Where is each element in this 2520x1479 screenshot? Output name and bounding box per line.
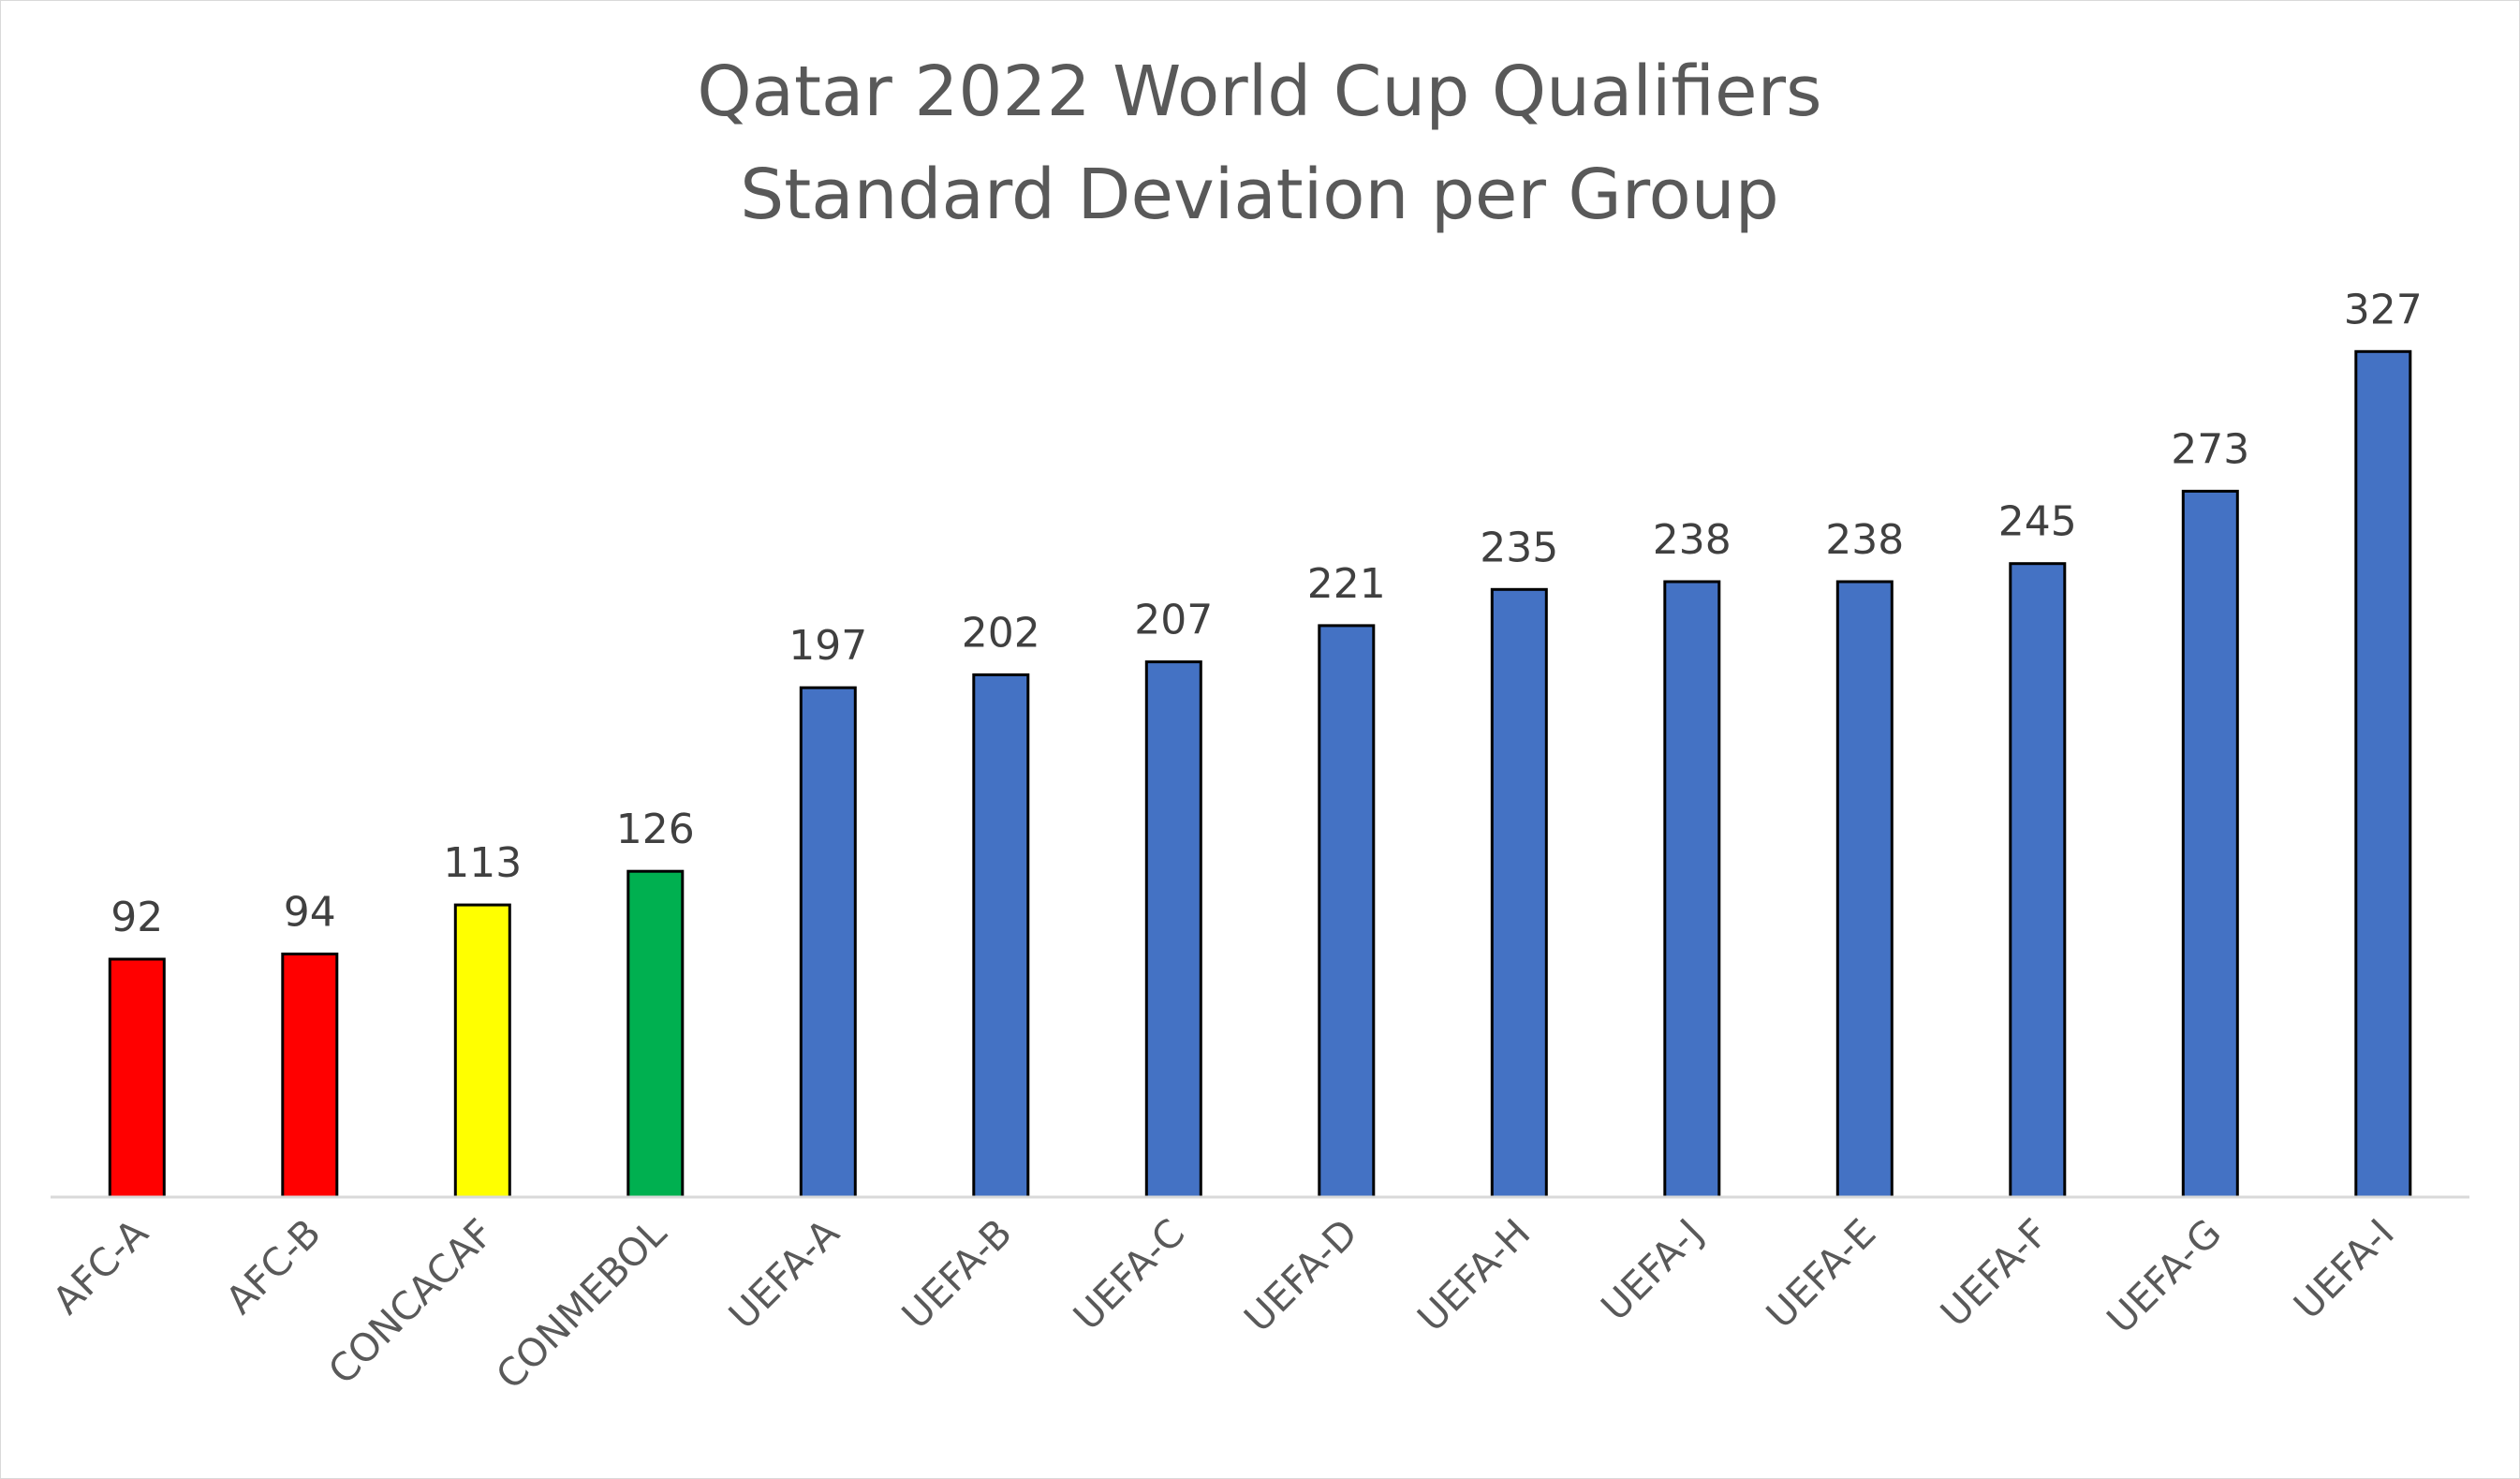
value-label-uefa-a: 197	[788, 622, 867, 670]
value-label-uefa-c: 207	[1134, 597, 1213, 644]
category-label-uefa-h: UEFA-H	[1408, 1210, 1539, 1340]
value-label-concacaf: 113	[443, 839, 522, 887]
value-label-conmebol: 126	[616, 806, 695, 853]
category-label-uefa-g: UEFA-G	[2099, 1210, 2231, 1342]
bar-uefa-g	[2181, 489, 2239, 1199]
bar-uefa-d	[1318, 624, 1376, 1199]
chart-title: Qatar 2022 World Cup Qualifiers	[697, 52, 1821, 132]
bar-uefa-e	[1835, 580, 1894, 1199]
value-label-uefa-g: 273	[2171, 425, 2249, 473]
category-label-afc-b: AFC-B	[217, 1210, 330, 1323]
category-label-uefa-b: UEFA-B	[893, 1210, 1021, 1338]
bar-concacaf	[453, 903, 511, 1199]
value-label-uefa-i: 327	[2344, 286, 2423, 333]
category-label-uefa-j: UEFA-J	[1593, 1210, 1712, 1329]
value-label-afc-a: 92	[111, 894, 163, 941]
value-label-uefa-j: 238	[1653, 516, 1732, 564]
bar-uefa-i	[2354, 349, 2412, 1199]
value-label-uefa-b: 202	[962, 609, 1040, 657]
category-label-uefa-a: UEFA-A	[720, 1210, 847, 1338]
bar-uefa-b	[972, 673, 1030, 1199]
category-label-uefa-c: UEFA-C	[1065, 1210, 1193, 1338]
bar-uefa-a	[799, 686, 857, 1199]
category-label-uefa-d: UEFA-D	[1235, 1210, 1365, 1340]
category-label-uefa-e: UEFA-E	[1758, 1210, 1884, 1337]
value-label-afc-b: 94	[284, 889, 336, 937]
category-label-uefa-f: UEFA-F	[1932, 1210, 2057, 1336]
bars-layer	[108, 349, 2412, 1199]
bar-conmebol	[626, 869, 685, 1199]
bar-uefa-c	[1144, 660, 1202, 1199]
category-label-afc-a: AFC-A	[44, 1210, 156, 1323]
bar-afc-a	[108, 957, 166, 1199]
category-label-concacaf: CONCACAF	[319, 1210, 502, 1393]
bar-uefa-h	[1490, 587, 1548, 1199]
value-label-uefa-f: 245	[1998, 498, 2077, 546]
category-label-uefa-i: UEFA-I	[2285, 1210, 2403, 1328]
bar-uefa-f	[2009, 562, 2067, 1199]
value-labels-layer: 92 94 113 126 197 202 207 221 235 238 238 245 273 327	[111, 286, 2422, 941]
bar-afc-b	[281, 953, 339, 1199]
bar-uefa-j	[1663, 580, 1721, 1199]
value-label-uefa-h: 235	[1480, 524, 1558, 571]
value-label-uefa-d: 221	[1307, 560, 1386, 608]
category-label-conmebol: CONMEBOL	[487, 1210, 674, 1398]
value-label-uefa-e: 238	[1825, 516, 1904, 564]
chart-subtitle: Standard Deviation per Group	[740, 155, 1778, 235]
